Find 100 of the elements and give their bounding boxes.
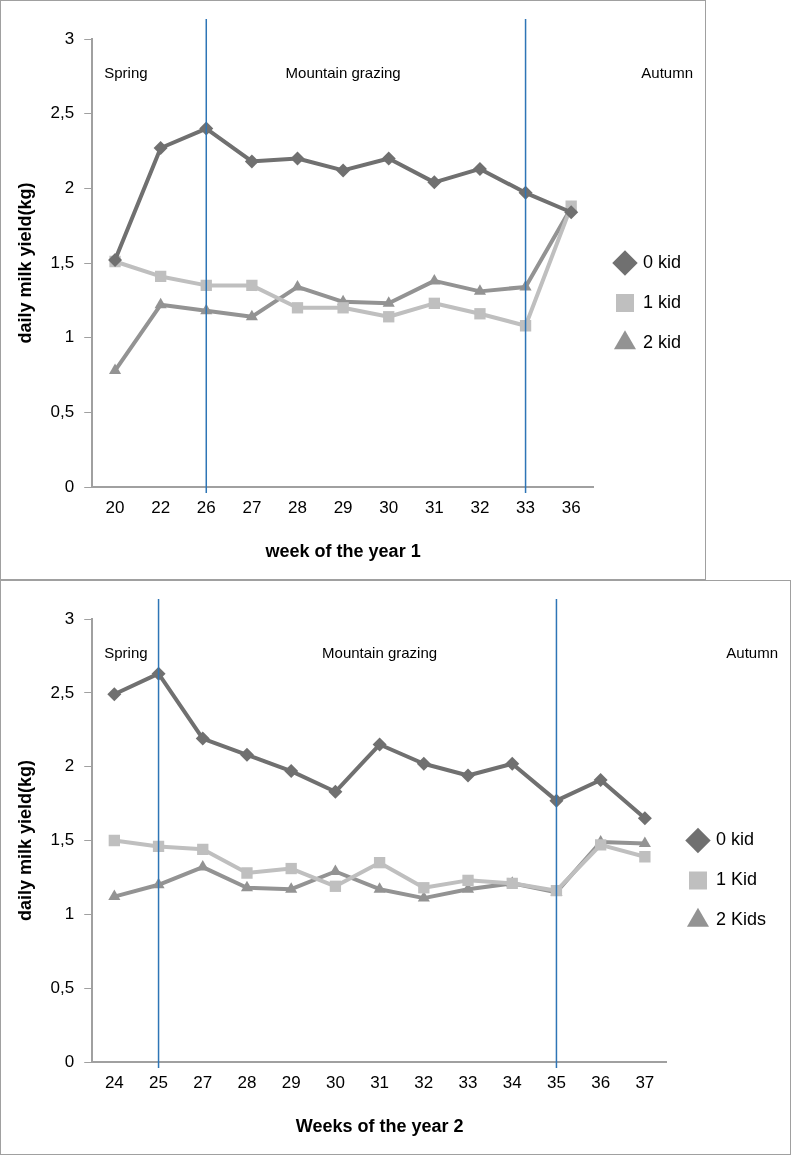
y-tick-label: 1: [64, 327, 75, 347]
y-tick-label: 0,5: [50, 977, 75, 997]
x-axis-title: Weeks of the year 2: [295, 1116, 464, 1137]
point: [373, 856, 386, 869]
legend-label: 0 kid: [715, 829, 754, 850]
x-tick-label: 31: [424, 497, 444, 517]
annotation: Mountain grazing: [322, 644, 438, 662]
point: [153, 141, 168, 156]
point: [285, 862, 297, 875]
y-tick-label: 1,5: [50, 252, 75, 272]
point: [505, 756, 520, 771]
x-tick-label: 37: [635, 1072, 655, 1092]
x-tick-label: 31: [370, 1072, 390, 1092]
x-tick-label: 33: [516, 497, 536, 517]
x-tick-label: 34: [502, 1072, 522, 1092]
x-tick-label: 35: [546, 1072, 566, 1092]
annotation: Spring: [104, 644, 148, 662]
point: [564, 205, 579, 220]
y-tick-label: 0: [64, 476, 75, 496]
point: [337, 302, 349, 314]
x-axis-title: week of the year 1: [264, 541, 421, 562]
point: [428, 297, 440, 309]
x-tick-label: 27: [242, 497, 262, 517]
y-tick-label: 3: [64, 28, 75, 48]
x-tick-label: 28: [288, 497, 307, 517]
legend-label: 2 Kids: [715, 909, 766, 930]
point: [195, 731, 210, 746]
y-tick-label: 0,5: [50, 402, 75, 422]
legend-label: 1 Kid: [715, 869, 757, 890]
point: [244, 154, 259, 169]
x-tick-label: 36: [561, 497, 581, 517]
annotation: Spring: [104, 64, 148, 82]
point: [418, 882, 430, 894]
annotation: Mountain grazing: [285, 64, 401, 82]
x-tick-label: 27: [193, 1072, 213, 1092]
point: [637, 811, 652, 826]
point: [383, 311, 395, 323]
point: [473, 284, 487, 295]
point: [336, 163, 351, 178]
point: [155, 270, 167, 283]
x-tick-label: 22: [151, 497, 171, 517]
x-tick-label: 28: [237, 1072, 257, 1092]
legend-label: 2 kid: [642, 331, 682, 352]
point: [245, 309, 258, 321]
y-tick-label: 2,5: [50, 682, 75, 702]
point: [107, 687, 122, 702]
y-axis-title: daily milk yield(kg): [14, 182, 35, 344]
point: [241, 867, 253, 879]
x-tick-label: 36: [591, 1072, 611, 1092]
point: [284, 764, 299, 779]
point: [382, 296, 395, 307]
x-tick-label: 24: [104, 1072, 124, 1092]
y-tick-label: 1: [64, 904, 75, 924]
y-tick-label: 2: [64, 756, 75, 776]
point: [154, 297, 167, 309]
point: [285, 882, 298, 893]
point: [461, 768, 476, 783]
x-tick-label: 20: [105, 497, 125, 517]
point: [239, 747, 254, 762]
point: [639, 851, 651, 863]
point: [328, 784, 343, 799]
point: [240, 880, 254, 892]
point: [474, 308, 486, 320]
point: [291, 302, 304, 314]
x-tick-label: 32: [470, 497, 490, 517]
point: [197, 843, 209, 856]
x-tick-label: 25: [149, 1072, 169, 1092]
y-tick-label: 2,5: [50, 103, 75, 123]
x-tick-label: 29: [333, 497, 353, 517]
point: [329, 880, 342, 892]
point: [462, 874, 474, 887]
x-tick-label: 26: [196, 497, 216, 517]
point: [290, 151, 305, 166]
point: [416, 756, 431, 771]
point: [593, 772, 608, 787]
point: [638, 836, 651, 847]
point: [381, 151, 396, 166]
point: [373, 882, 386, 893]
legend-label: 0 kid: [642, 251, 682, 272]
point: [595, 839, 607, 851]
point: [108, 834, 120, 847]
text: Autumn: [726, 644, 778, 662]
x-tick-label: 33: [458, 1072, 478, 1092]
x-tick-label: 29: [281, 1072, 301, 1092]
point: [472, 161, 487, 176]
point: [372, 737, 387, 752]
point: [108, 889, 121, 901]
x-tick-label: 32: [414, 1072, 434, 1092]
x-tick-label: 30: [379, 497, 399, 517]
x-tick-label: 30: [325, 1072, 345, 1092]
point: [427, 175, 442, 190]
y-tick-label: 1,5: [50, 830, 75, 850]
point: [246, 279, 258, 292]
y-tick-label: 2: [64, 178, 75, 198]
y-tick-label: 0: [64, 1051, 75, 1071]
y-tick-label: 3: [64, 608, 75, 628]
text: Autumn: [641, 64, 693, 82]
point: [108, 363, 122, 375]
y-axis-title: daily milk yield(kg): [14, 759, 35, 922]
legend-label: 1 kid: [642, 291, 682, 312]
